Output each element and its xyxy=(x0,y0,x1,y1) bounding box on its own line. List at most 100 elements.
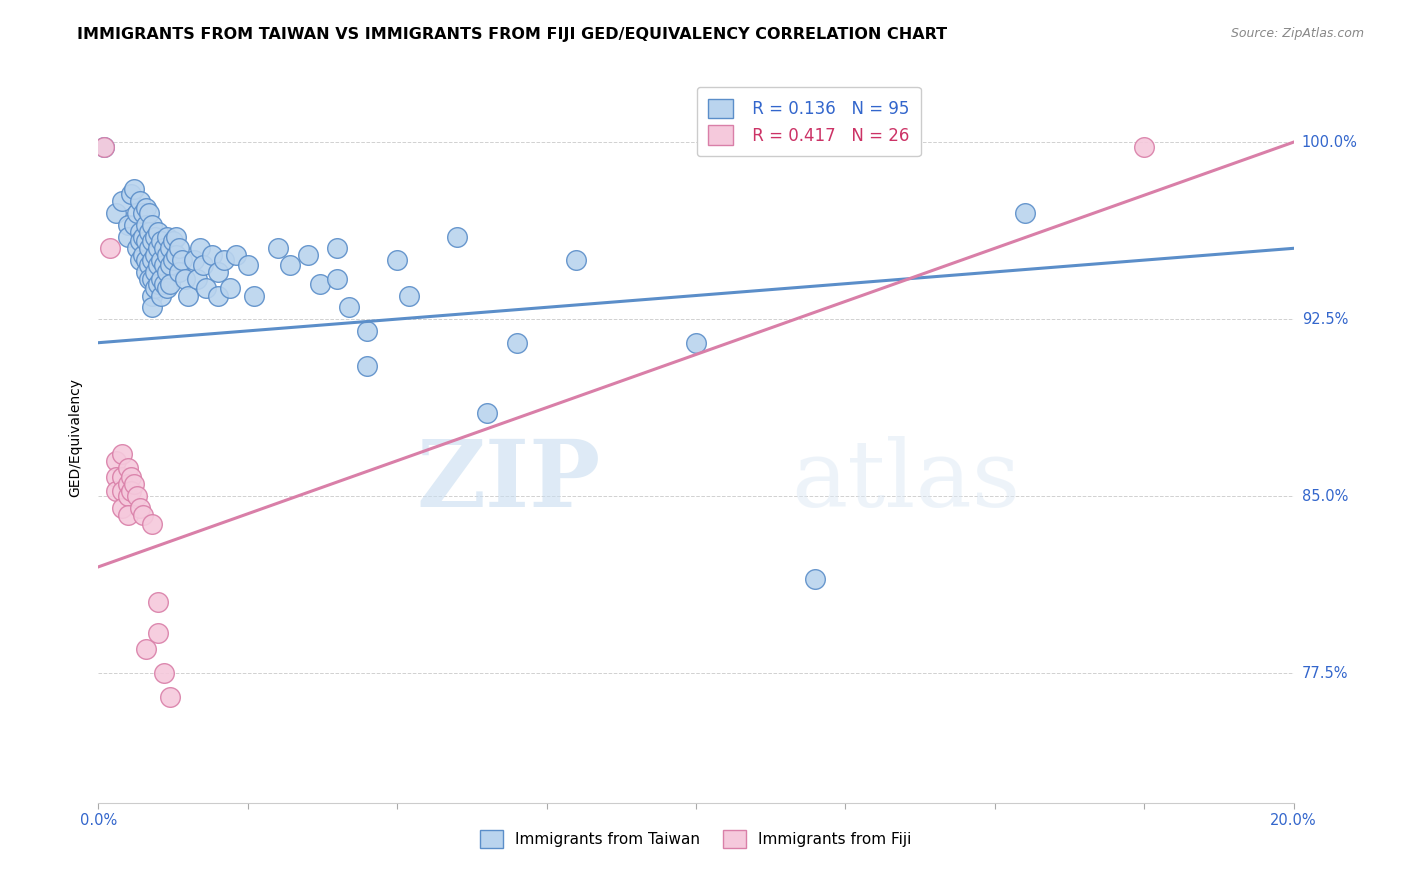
Point xyxy=(565,253,588,268)
Point xyxy=(111,470,134,484)
Text: atlas: atlas xyxy=(792,436,1021,526)
Point xyxy=(326,241,349,255)
Point xyxy=(339,301,361,315)
Point xyxy=(141,234,163,248)
Point xyxy=(132,229,155,244)
Point xyxy=(117,489,139,503)
Point xyxy=(135,265,157,279)
Point xyxy=(117,229,139,244)
Point xyxy=(141,301,163,315)
Point xyxy=(105,470,128,484)
Point xyxy=(135,234,157,248)
Point xyxy=(124,182,146,196)
Point xyxy=(141,218,163,232)
Y-axis label: GED/Equivalency: GED/Equivalency xyxy=(69,377,83,497)
Point xyxy=(236,258,259,272)
Point xyxy=(398,288,420,302)
Point xyxy=(177,288,200,302)
Point xyxy=(129,225,152,239)
Point xyxy=(127,241,149,255)
Point xyxy=(129,194,152,208)
Point xyxy=(129,234,152,248)
Point xyxy=(138,241,160,255)
Point xyxy=(156,281,179,295)
Point xyxy=(153,258,176,272)
Point xyxy=(148,241,170,255)
Point xyxy=(243,288,266,302)
Point xyxy=(167,241,190,255)
Point xyxy=(153,666,176,681)
Point xyxy=(132,508,155,522)
Point xyxy=(105,206,128,220)
Point xyxy=(212,253,235,268)
Point xyxy=(188,241,211,255)
Point xyxy=(117,477,139,491)
Point xyxy=(111,194,134,208)
Point xyxy=(159,277,181,291)
Point xyxy=(120,484,142,499)
Point xyxy=(141,253,163,268)
Point xyxy=(135,201,157,215)
Point xyxy=(278,258,301,272)
Point xyxy=(129,500,152,515)
Point xyxy=(148,626,170,640)
Point xyxy=(385,253,409,268)
Point xyxy=(174,272,197,286)
Point xyxy=(143,248,166,262)
Legend: Immigrants from Taiwan, Immigrants from Fiji: Immigrants from Taiwan, Immigrants from … xyxy=(474,824,918,854)
Point xyxy=(159,241,181,255)
Text: Source: ZipAtlas.com: Source: ZipAtlas.com xyxy=(1230,27,1364,40)
Point xyxy=(138,258,160,272)
Point xyxy=(167,265,190,279)
Point xyxy=(105,453,128,467)
Point xyxy=(117,508,139,522)
Point xyxy=(93,140,115,154)
Point xyxy=(1133,140,1156,154)
Text: 92.5%: 92.5% xyxy=(1302,311,1348,326)
Point xyxy=(138,206,160,220)
Point xyxy=(150,234,173,248)
Point xyxy=(156,265,179,279)
Point xyxy=(135,253,157,268)
Point xyxy=(156,248,179,262)
Point xyxy=(162,234,184,248)
Point xyxy=(308,277,330,291)
Point xyxy=(143,281,166,295)
Point xyxy=(356,324,378,338)
Point xyxy=(506,335,529,350)
Point xyxy=(111,500,134,515)
Point xyxy=(150,288,173,302)
Point xyxy=(685,335,707,350)
Point xyxy=(150,253,173,268)
Text: 100.0%: 100.0% xyxy=(1302,135,1358,150)
Point xyxy=(183,253,205,268)
Point xyxy=(141,288,163,302)
Point xyxy=(207,288,229,302)
Point xyxy=(475,407,498,421)
Point xyxy=(150,272,173,286)
Point xyxy=(141,517,163,532)
Point xyxy=(127,206,149,220)
Point xyxy=(124,477,146,491)
Point xyxy=(132,248,155,262)
Point xyxy=(138,225,160,239)
Point xyxy=(129,253,152,268)
Point xyxy=(148,277,170,291)
Point xyxy=(267,241,290,255)
Point xyxy=(159,258,181,272)
Text: 85.0%: 85.0% xyxy=(1302,489,1348,504)
Point xyxy=(201,248,224,262)
Point xyxy=(141,272,163,286)
Point xyxy=(165,229,187,244)
Point xyxy=(446,229,468,244)
Point xyxy=(111,484,134,499)
Point xyxy=(165,248,187,262)
Point xyxy=(356,359,378,374)
Point xyxy=(153,277,176,291)
Point xyxy=(138,272,160,286)
Text: ZIP: ZIP xyxy=(416,436,600,526)
Point xyxy=(172,253,194,268)
Text: IMMIGRANTS FROM TAIWAN VS IMMIGRANTS FROM FIJI GED/EQUIVALENCY CORRELATION CHART: IMMIGRANTS FROM TAIWAN VS IMMIGRANTS FRO… xyxy=(77,27,948,42)
Point xyxy=(105,484,128,499)
Point xyxy=(191,258,214,272)
